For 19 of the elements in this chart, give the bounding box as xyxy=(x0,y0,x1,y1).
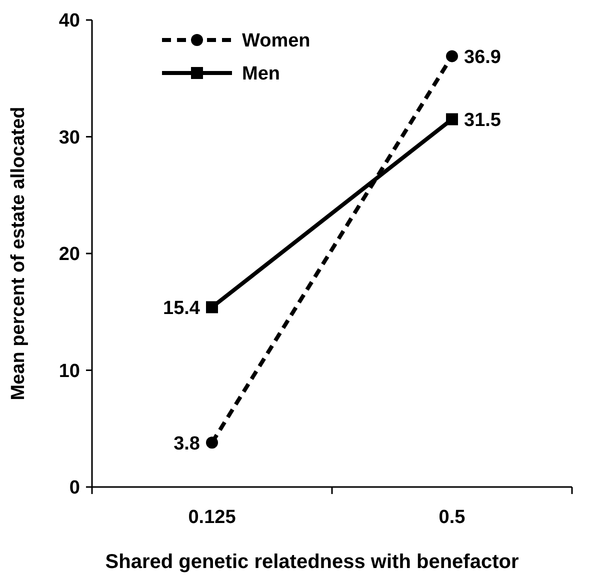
data-label: 31.5 xyxy=(464,110,502,131)
point xyxy=(206,301,218,314)
x-tick-label: 0.125 xyxy=(188,507,236,528)
y-axis-title: Mean percent of estate allocated xyxy=(8,106,29,400)
x-tick-label: 0.5 xyxy=(438,507,466,528)
x-axis-title: Shared genetic relatedness with benefactor xyxy=(105,551,519,573)
data-label: 15.4 xyxy=(163,298,200,319)
y-tick-label: 30 xyxy=(58,127,80,148)
y-tick-label: 10 xyxy=(58,360,80,382)
point xyxy=(206,436,218,449)
y-tick-label: 40 xyxy=(58,10,80,32)
y-tick-label: 0 xyxy=(69,478,80,499)
legend-label: Women xyxy=(242,30,310,52)
legend-label: Men xyxy=(242,64,280,85)
data-label: 3.8 xyxy=(174,433,200,454)
point xyxy=(446,113,458,126)
data-label: 36.9 xyxy=(464,46,501,68)
point xyxy=(446,50,458,62)
y-tick-label: 20 xyxy=(58,244,80,266)
